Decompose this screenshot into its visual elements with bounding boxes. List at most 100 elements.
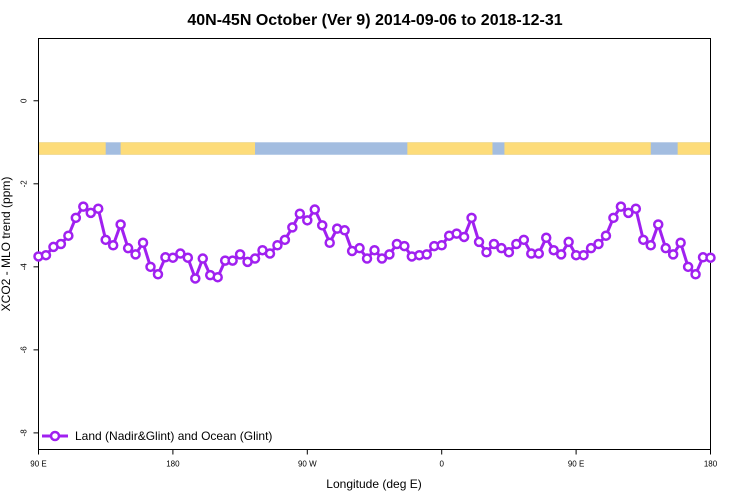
- data-point: [212, 271, 223, 283]
- data-point: [578, 249, 589, 261]
- data-point: [55, 238, 67, 250]
- data-point: [623, 207, 634, 219]
- data-point: [63, 230, 74, 241]
- data-point: [302, 215, 313, 226]
- data-point: [175, 248, 186, 259]
- data-point: [376, 253, 388, 264]
- x-tick-label-2: 90 W: [298, 460, 317, 469]
- data-point: [585, 242, 597, 254]
- land-segment-0: [38, 142, 106, 155]
- data-point: [145, 261, 156, 273]
- data-point: [130, 249, 141, 260]
- data-point: [152, 269, 164, 280]
- data-point: [667, 249, 679, 260]
- data-point: [511, 238, 522, 250]
- data-point: [272, 239, 283, 251]
- data-point: [115, 219, 126, 230]
- data-point: [264, 248, 276, 259]
- data-point: [496, 242, 507, 254]
- data-point: [279, 234, 291, 246]
- legend-marker-swatch: [49, 430, 61, 442]
- data-point: [85, 207, 97, 219]
- data-point: [122, 242, 134, 254]
- plot-area-frame: [38, 38, 711, 450]
- chart-title: 40N-45N October (Ver 9) 2014-09-06 to 20…: [187, 12, 562, 29]
- series-layer: [33, 201, 716, 284]
- data-point: [40, 249, 52, 261]
- data-point: [660, 242, 671, 254]
- land-segment-3: [504, 142, 651, 155]
- x-axis: 90 E 180 90 W 0 90 E 180: [30, 449, 718, 469]
- data-point: [458, 231, 470, 243]
- y-tick-label-3: -6: [20, 346, 29, 354]
- data-point: [369, 244, 380, 256]
- data-point: [488, 238, 500, 250]
- data-point: [645, 239, 657, 251]
- data-point: [316, 220, 328, 231]
- data-point: [638, 234, 649, 246]
- data-point: [354, 242, 365, 254]
- data-point: [100, 234, 111, 246]
- data-point: [190, 273, 201, 284]
- data-point: [399, 240, 410, 252]
- data-point: [555, 249, 567, 260]
- data-point: [78, 201, 89, 212]
- data-point: [630, 203, 642, 214]
- land-ocean-strip: [38, 142, 711, 155]
- data-point: [466, 212, 477, 224]
- data-point: [608, 212, 619, 224]
- data-point: [540, 232, 552, 244]
- data-point: [227, 255, 238, 266]
- y-tick-label-0: 0: [20, 98, 29, 103]
- x-tick-label-0: 90 E: [30, 460, 46, 469]
- data-point: [234, 249, 246, 260]
- legend-label: Land (Nadir&Glint) and Ocean (Glint): [75, 429, 272, 443]
- data-point: [294, 208, 306, 219]
- x-tick-label-3: 0: [439, 460, 444, 469]
- data-point: [533, 248, 545, 259]
- data-point: [361, 253, 373, 264]
- data-point: [518, 234, 530, 246]
- data-point: [324, 237, 335, 249]
- data-point: [503, 247, 515, 258]
- data-point: [690, 269, 701, 280]
- x-tick-label-4: 90 E: [568, 460, 584, 469]
- data-point: [421, 249, 433, 260]
- y-tick-label-2: -4: [20, 263, 29, 271]
- y-tick-label-4: -8: [20, 429, 29, 437]
- legend: Land (Nadir&Glint) and Ocean (Glint): [42, 429, 272, 443]
- data-point: [548, 244, 559, 256]
- data-point: [339, 225, 350, 236]
- data-point: [167, 252, 179, 263]
- data-point: [652, 219, 664, 230]
- data-point: [197, 253, 209, 264]
- data-point: [249, 253, 261, 264]
- data-point: [593, 238, 604, 250]
- data-point: [675, 237, 686, 249]
- data-point: [309, 204, 321, 215]
- data-point: [182, 252, 194, 263]
- y-axis: 0 -2 -4 -6 -8: [20, 98, 39, 436]
- data-point: [436, 239, 447, 251]
- data-point: [287, 222, 298, 233]
- data-point: [615, 201, 627, 212]
- data-point: [70, 212, 82, 224]
- data-point: [563, 236, 574, 248]
- x-tick-label-1: 180: [166, 460, 180, 469]
- x-tick-label-5: 180: [704, 460, 718, 469]
- x-axis-label: Longitude (deg E): [326, 477, 421, 491]
- y-axis-label: XCO2 - MLO trend (ppm): [0, 177, 13, 312]
- y-tick-label-1: -2: [20, 180, 29, 188]
- data-point: [600, 230, 612, 241]
- data-point: [384, 249, 395, 260]
- data-point: [107, 239, 119, 251]
- data-point: [92, 203, 104, 214]
- data-point: [705, 252, 716, 263]
- land-segment-4: [677, 142, 711, 155]
- data-point: [481, 247, 492, 258]
- data-point: [137, 237, 149, 249]
- data-point: [473, 236, 485, 248]
- land-segment-2: [407, 142, 493, 155]
- data-point: [682, 261, 694, 273]
